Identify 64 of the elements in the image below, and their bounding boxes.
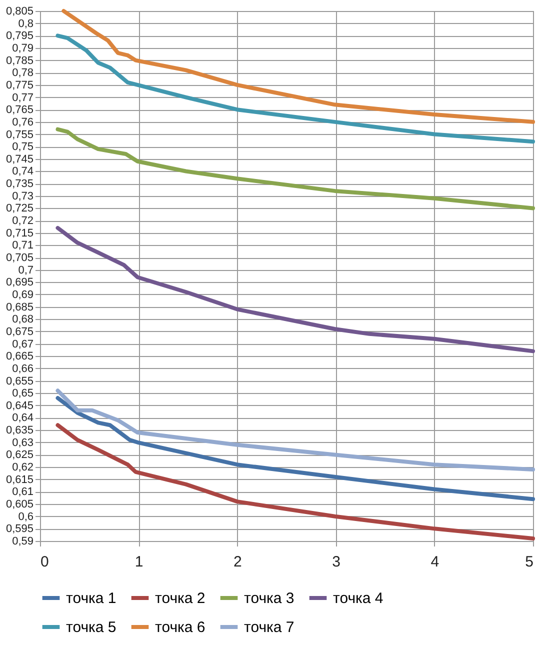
y-tick-label: 0,63	[12, 436, 34, 449]
x-tick-label: 0	[40, 554, 49, 570]
y-tick-label: 0,64	[12, 412, 34, 424]
y-tick-label: 0,675	[6, 326, 34, 338]
y-tick-label: 0,615	[6, 474, 34, 486]
y-tick-label: 0,66	[12, 362, 34, 375]
x-tick-label: 3	[332, 554, 340, 570]
y-tick-label: 0,765	[6, 104, 34, 116]
y-tick-label: 0,72	[12, 215, 34, 228]
line-series	[56, 34, 535, 144]
line-series	[56, 127, 535, 210]
y-tick-label: 0,7	[18, 264, 34, 276]
line-series	[56, 388, 535, 472]
y-tick-label: 0,665	[6, 350, 34, 363]
y-tick-label: 0,685	[6, 301, 34, 314]
legend-label: точка 5	[66, 619, 116, 636]
legend-label: точка 7	[244, 619, 294, 636]
y-tick-label: 0,645	[6, 400, 34, 412]
y-tick-label: 0,775	[6, 79, 34, 92]
y-tick-label: 0,75	[12, 141, 34, 154]
y-tick-label: 0,8	[18, 18, 34, 30]
y-tick-label: 0,59	[12, 536, 34, 548]
y-tick-label: 0,68	[12, 314, 34, 326]
y-tick-label: 0,805	[6, 6, 34, 18]
line-series	[62, 9, 535, 124]
y-tick-label: 0,74	[12, 166, 34, 178]
y-tick-label: 0,73	[12, 190, 34, 202]
y-tick-label: 0,605	[6, 498, 34, 511]
y-tick-label: 0,67	[12, 338, 34, 350]
y-tick-label: 0,755	[6, 128, 34, 141]
y-tick-label: 0,705	[6, 252, 34, 264]
x-tick-label: 4	[430, 554, 440, 570]
y-tick-label: 0,78	[12, 67, 34, 80]
legend-label: точка 3	[244, 590, 294, 607]
line-series	[56, 423, 535, 541]
y-tick-label: 0,69	[12, 288, 34, 301]
y-tick-label: 0,695	[6, 276, 34, 289]
y-tick-label: 0,76	[12, 116, 34, 128]
y-tick-label: 0,795	[6, 30, 34, 42]
legend-label: точка 4	[333, 590, 384, 607]
y-tick-label: 0,655	[6, 375, 34, 388]
y-tick-label: 0,595	[6, 523, 34, 536]
y-tick-label: 0,61	[12, 486, 34, 498]
legend-label: точка 1	[66, 590, 116, 607]
y-tick-label: 0,65	[12, 388, 34, 400]
y-tick-label: 0,715	[6, 227, 34, 240]
y-tick-label: 0,79	[12, 42, 34, 54]
y-tick-label: 0,635	[6, 424, 34, 437]
y-tick-label: 0,785	[6, 54, 34, 67]
y-tick-label: 0,62	[12, 462, 34, 474]
y-tick-label: 0,71	[12, 240, 34, 252]
y-tick-label: 0,625	[6, 449, 34, 462]
line-series	[56, 396, 535, 502]
line-series	[56, 226, 535, 354]
x-tick-label: 1	[134, 554, 144, 570]
y-tick-label: 0,735	[6, 178, 34, 190]
legend-label: точка 6	[155, 619, 206, 636]
x-tick-label: 5	[525, 554, 534, 570]
y-tick-label: 0,6	[18, 510, 34, 523]
x-tick-label: 2	[234, 554, 242, 570]
y-tick-label: 0,77	[12, 92, 34, 104]
legend-label: точка 2	[155, 590, 206, 607]
y-tick-label: 0,725	[6, 202, 34, 215]
y-tick-label: 0,745	[6, 153, 34, 166]
